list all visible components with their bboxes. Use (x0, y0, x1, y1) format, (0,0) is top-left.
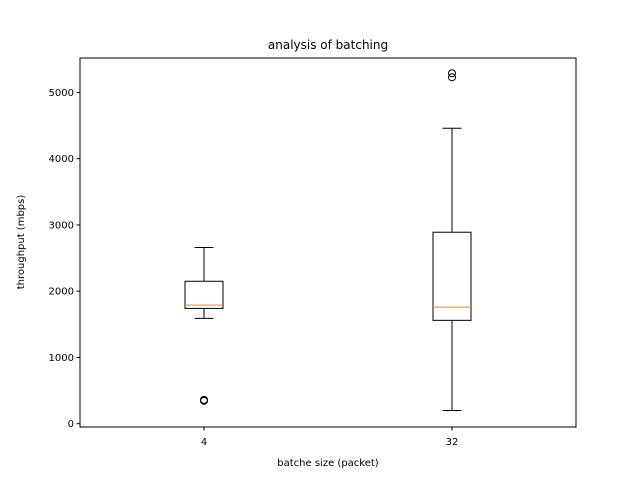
plot-area (184, 69, 472, 411)
y-tick-label: 5000 (49, 88, 74, 99)
box (184, 280, 224, 309)
box (432, 231, 472, 321)
y-axis-label: throughput (mbps) (16, 195, 27, 290)
plot-frame (79, 57, 577, 428)
chart-title: analysis of batching (268, 38, 388, 52)
x-tick-label: 32 (446, 437, 459, 448)
y-axis: 0 1000 2000 3000 4000 5000 (49, 88, 80, 430)
outlier-point (448, 73, 456, 82)
y-tick-label: 4000 (49, 154, 74, 165)
y-tick-label: 1000 (49, 353, 74, 364)
x-axis-label: batche size (packet) (277, 458, 379, 469)
y-tick-label: 0 (68, 419, 74, 430)
box-group-32 (432, 69, 472, 411)
y-tick-label: 2000 (49, 287, 74, 298)
outlier-point (448, 69, 456, 78)
outlier-point (200, 395, 208, 404)
y-tick-label: 3000 (49, 220, 74, 231)
x-tick-label: 4 (201, 437, 207, 448)
x-axis: 4 32 (201, 427, 459, 448)
box-group-4 (184, 246, 224, 405)
